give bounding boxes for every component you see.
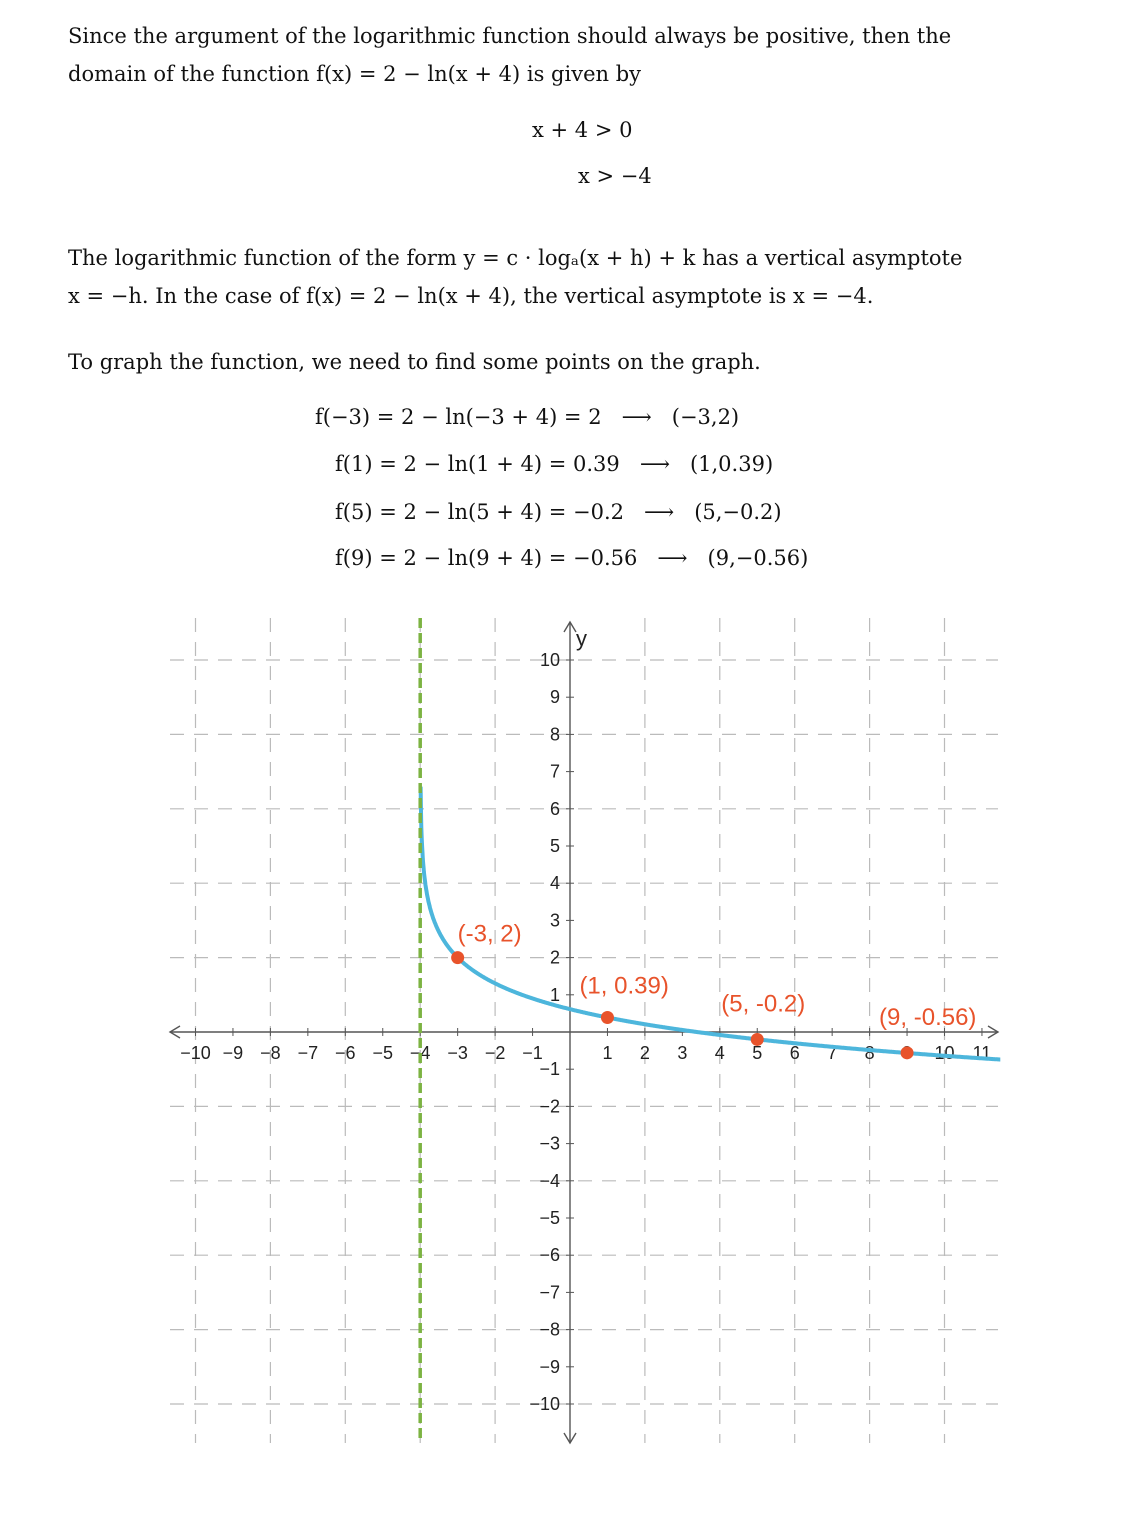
y-tick-label: 9 — [550, 687, 560, 707]
x-tick-label: 8 — [865, 1043, 875, 1063]
x-tick-label: −3 — [447, 1043, 468, 1063]
inequality-2: x > −4 — [578, 164, 652, 188]
intro-paragraph: Since the argument of the logarithmic fu… — [68, 17, 951, 93]
y-tick-label: 3 — [550, 910, 560, 930]
y-tick-label: −7 — [539, 1282, 560, 1302]
inequality-1: x + 4 > 0 — [532, 118, 633, 142]
y-tick-label: 2 — [550, 948, 560, 968]
eval-row: f(−3) = 2 − ln(−3 + 4) = 2 ⟶ (−3,2) — [315, 405, 740, 429]
y-tick-label: 10 — [540, 650, 560, 670]
x-tick-label: 7 — [827, 1043, 837, 1063]
text-line: The logarithmic function of the form y =… — [68, 246, 963, 270]
y-tick-label: −8 — [539, 1320, 560, 1340]
y-tick-label: −4 — [539, 1171, 560, 1191]
x-tick-label: −10 — [180, 1043, 211, 1063]
data-point — [600, 1010, 614, 1024]
y-tick-label: −2 — [539, 1096, 560, 1116]
y-tick-label: −6 — [539, 1245, 560, 1265]
x-tick-label: −6 — [335, 1043, 356, 1063]
x-tick-label: 10 — [934, 1043, 954, 1063]
x-tick-label: 4 — [715, 1043, 725, 1063]
text-line: x = −h. In the case of f(x) = 2 − ln(x +… — [68, 284, 874, 308]
y-tick-label: −3 — [539, 1134, 560, 1154]
y-tick-label: −9 — [539, 1357, 560, 1377]
x-tick-label: −5 — [372, 1043, 393, 1063]
x-tick-label: 3 — [677, 1043, 687, 1063]
point-label: (-3, 2) — [458, 921, 522, 948]
eval-row: f(5) = 2 − ln(5 + 4) = −0.2 ⟶ (5,−0.2) — [335, 500, 782, 524]
y-axis-label: y — [576, 626, 587, 651]
points-intro: To graph the function, we need to find s… — [68, 350, 761, 374]
data-point — [900, 1046, 914, 1060]
y-tick-label: 8 — [550, 724, 560, 744]
x-tick-label: 6 — [790, 1043, 800, 1063]
text-line: domain of the function f(x) = 2 − ln(x +… — [68, 62, 642, 86]
x-tick-label: −2 — [485, 1043, 506, 1063]
y-tick-label: 6 — [550, 799, 560, 819]
x-tick-label: −1 — [522, 1043, 543, 1063]
y-tick-label: −5 — [539, 1208, 560, 1228]
y-tick-label: −1 — [539, 1059, 560, 1079]
asymptote-paragraph: The logarithmic function of the form y =… — [68, 239, 962, 315]
text-line: Since the argument of the logarithmic fu… — [68, 24, 952, 48]
x-tick-label: −8 — [260, 1043, 281, 1063]
axis-arrows — [168, 620, 1000, 1445]
data-point — [451, 951, 465, 965]
eval-row: f(1) = 2 − ln(1 + 4) = 0.39 ⟶ (1,0.39) — [335, 452, 774, 476]
eval-row: f(9) = 2 − ln(9 + 4) = −0.56 ⟶ (9,−0.56) — [335, 546, 809, 570]
y-tick-label: 1 — [550, 985, 560, 1005]
x-tick-label: −7 — [298, 1043, 319, 1063]
x-tick-label: 1 — [602, 1043, 612, 1063]
data-point — [750, 1032, 764, 1046]
x-tick-label: 2 — [640, 1043, 650, 1063]
y-tick-label: −10 — [529, 1394, 560, 1414]
y-tick-label: 4 — [550, 873, 560, 893]
point-label: (1, 0.39) — [579, 972, 668, 999]
y-tick-label: 5 — [550, 836, 560, 856]
point-label: (9, -0.56) — [879, 1004, 976, 1031]
point-label: (5, -0.2) — [721, 990, 805, 1017]
y-tick-label: 7 — [550, 762, 560, 782]
x-tick-label: 5 — [752, 1043, 762, 1063]
x-tick-label: −9 — [223, 1043, 244, 1063]
